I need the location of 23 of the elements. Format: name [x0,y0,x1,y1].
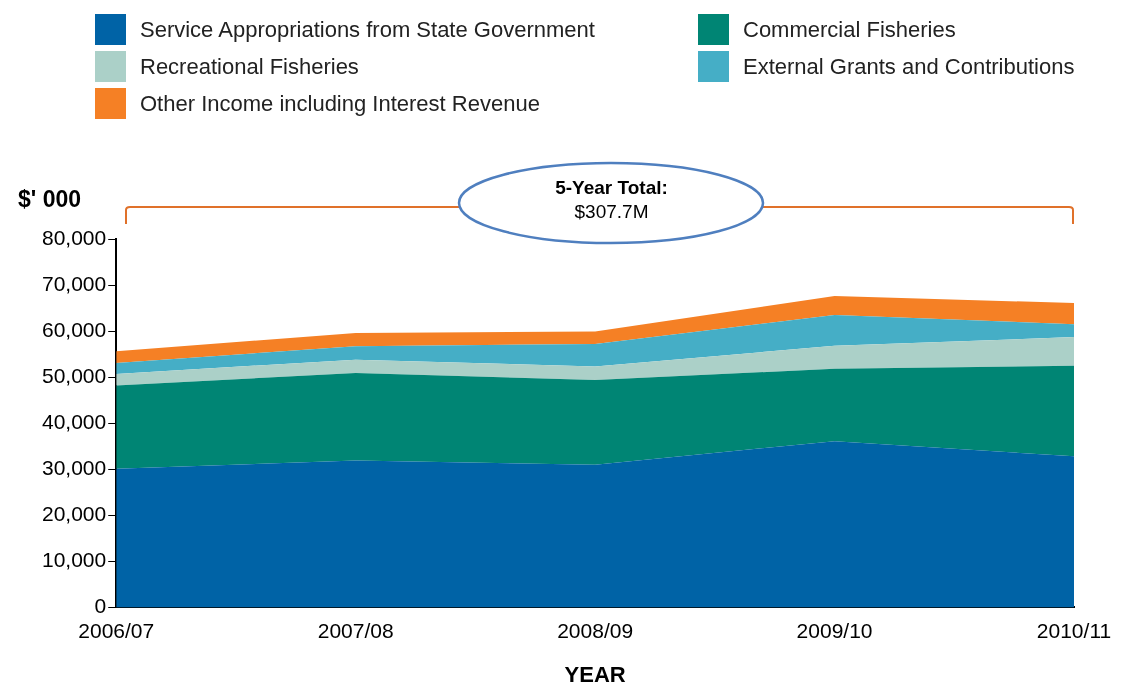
y-tick-label: 60,000 [42,317,107,341]
legend-label: Service Appropriations from State Government [140,16,595,43]
x-tick-label: 2009/10 [796,618,873,642]
x-axis-title: YEAR [564,661,626,687]
legend-label: External Grants and Contributions [743,53,1075,80]
legend-label: Recreational Fisheries [140,53,359,80]
y-tick-label: 10,000 [42,548,107,572]
y-tick-label: 20,000 [42,502,107,526]
y-tick-label: 40,000 [42,410,107,433]
y-tick-label: 80,000 [42,225,107,249]
text: $307.7M [573,200,650,224]
y-tick-label: 50,000 [42,363,107,387]
text: 5-Year Total: [554,176,669,200]
x-tick-label: 2006/07 [78,618,155,642]
y-tick-label: 30,000 [42,456,107,480]
x-tick-label: 2008/09 [557,618,634,642]
y-tick-label: 0 [94,594,107,618]
x-tick-label: 2010/11 [1036,618,1112,642]
legend-label: Commercial Fisheries [743,16,956,43]
legend-label: Other Income including Interest Revenue [140,90,540,117]
x-tick-label: 2007/08 [317,618,394,642]
y-axis-title: $' 000 [18,186,82,213]
y-tick-label: 70,000 [42,271,107,295]
